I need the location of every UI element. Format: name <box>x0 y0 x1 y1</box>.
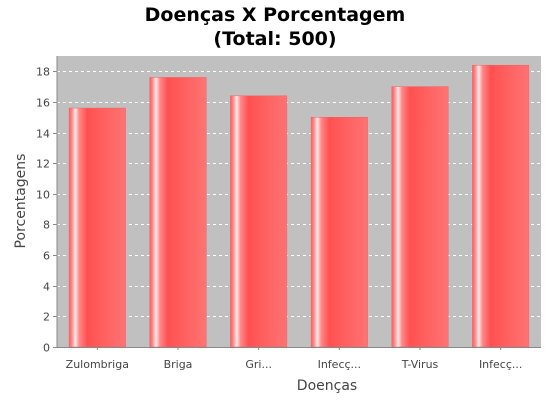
y-ticks: 0 2 4 6 8 10 12 14 16 18 <box>36 66 57 355</box>
x-tick-label: Infecç... <box>318 358 361 371</box>
y-tick-label: 2 <box>43 311 50 324</box>
y-tick-label: 18 <box>36 66 50 79</box>
x-tick-label: Briga <box>164 358 193 371</box>
bar-4 <box>391 86 449 348</box>
y-tick-label: 10 <box>36 189 50 202</box>
y-tick-label: 8 <box>43 219 50 232</box>
bar-5 <box>472 64 530 348</box>
x-tick-label: T-Virus <box>401 358 439 371</box>
y-tick-label: 12 <box>36 158 50 171</box>
x-axis-label: Doenças <box>297 378 357 394</box>
chart-title: Doenças X Porcentagem <box>144 4 406 26</box>
y-tick-label: 14 <box>36 128 50 141</box>
y-tick-label: 0 <box>43 342 50 355</box>
bar-2 <box>230 95 288 348</box>
x-tick-label: Zulombriga <box>66 358 129 371</box>
x-tick-label: Infecç... <box>479 358 522 371</box>
bars <box>68 64 530 348</box>
grid-lines <box>57 71 541 317</box>
bar-3 <box>310 117 368 348</box>
plot-area <box>57 56 541 347</box>
bar-1 <box>149 77 207 348</box>
bar-0 <box>68 107 126 348</box>
y-tick-label: 4 <box>43 281 50 294</box>
chart-subtitle: (Total: 500) <box>213 28 337 50</box>
x-tick-label: Gri... <box>245 358 272 371</box>
x-ticks: Zulombriga Briga Gri... Infecç... T-Virus Inf… <box>66 347 522 371</box>
y-tick-label: 16 <box>36 97 50 110</box>
y-tick-label: 6 <box>43 250 50 263</box>
y-axis-label: Porcentagens <box>13 154 29 249</box>
